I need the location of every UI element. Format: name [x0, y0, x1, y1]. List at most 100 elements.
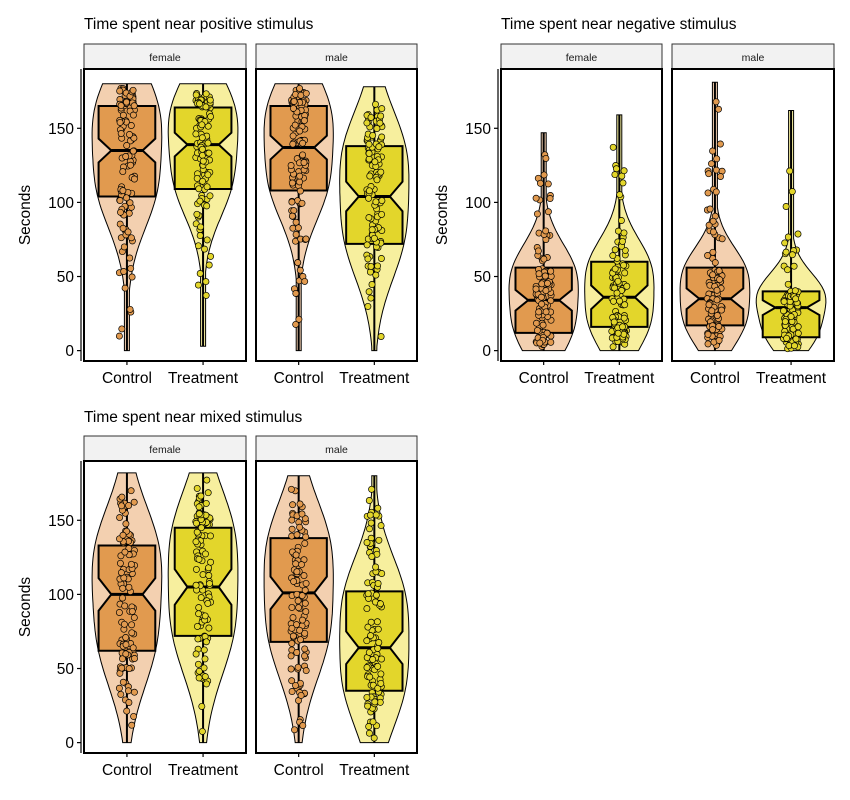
data-point — [367, 519, 375, 527]
data-point — [287, 652, 295, 660]
data-point — [199, 571, 207, 579]
data-point — [125, 699, 133, 706]
data-point — [204, 489, 212, 497]
data-point — [288, 639, 296, 647]
data-point — [206, 580, 213, 588]
data-point — [288, 179, 296, 187]
data-point — [287, 162, 295, 169]
data-point — [116, 514, 124, 522]
data-point — [131, 655, 138, 662]
notched-box — [269, 537, 328, 643]
data-point — [129, 86, 137, 94]
data-point — [203, 476, 211, 484]
facet-strip — [671, 43, 835, 70]
data-point — [375, 536, 383, 544]
group-treatment: Treatment — [339, 86, 410, 387]
data-point — [709, 248, 717, 256]
y-axis-label: Seconds — [434, 185, 451, 246]
data-point — [705, 170, 713, 178]
data-point — [293, 568, 301, 576]
data-point — [289, 614, 297, 622]
data-point — [610, 297, 617, 305]
data-point — [619, 179, 627, 187]
facet-male: male Control Treatment — [671, 43, 835, 387]
data-point — [118, 664, 126, 672]
data-point — [119, 168, 127, 176]
notched-box — [97, 544, 157, 652]
data-point — [298, 592, 306, 600]
data-point — [207, 252, 215, 260]
chart-panel: Time spent near mixed stimulus Seconds 0 50… — [17, 409, 418, 779]
data-point — [204, 139, 212, 147]
data-point — [292, 560, 300, 568]
data-point — [130, 688, 138, 696]
data-point — [117, 102, 125, 110]
data-point — [620, 314, 628, 322]
data-point — [124, 687, 132, 695]
data-point — [203, 202, 211, 210]
data-point — [368, 226, 376, 234]
data-point — [365, 648, 373, 656]
data-point — [371, 698, 379, 706]
data-point — [120, 268, 128, 275]
data-point — [126, 305, 134, 313]
data-point — [122, 153, 130, 160]
group-control: Control — [263, 475, 334, 779]
data-point — [196, 270, 204, 277]
data-point — [377, 670, 385, 678]
data-point — [117, 208, 124, 216]
data-point — [299, 151, 307, 159]
data-point — [542, 287, 550, 295]
data-point — [130, 614, 138, 622]
data-point — [302, 89, 310, 97]
data-point — [718, 235, 726, 243]
data-point — [533, 326, 541, 334]
facet-strip — [83, 43, 247, 70]
data-point — [193, 622, 201, 630]
data-point — [205, 572, 213, 579]
data-point — [369, 131, 377, 139]
data-point — [544, 208, 552, 216]
data-point — [375, 143, 383, 151]
data-point — [790, 262, 798, 270]
data-point — [197, 223, 205, 231]
data-point — [612, 165, 620, 173]
data-point — [538, 280, 546, 288]
y-tick-label: 0 — [65, 735, 74, 752]
data-point — [201, 655, 209, 663]
data-point — [123, 194, 130, 202]
data-point — [370, 234, 378, 242]
data-point — [125, 583, 133, 591]
data-point — [781, 318, 789, 326]
data-point — [291, 121, 299, 129]
data-point — [537, 293, 545, 301]
data-point — [535, 308, 543, 316]
y-tick-label: 100 — [465, 195, 491, 212]
data-point — [193, 484, 201, 492]
data-point — [373, 125, 381, 132]
data-point — [363, 693, 371, 701]
data-point — [378, 133, 386, 141]
data-point — [292, 289, 300, 297]
data-point — [296, 523, 304, 531]
data-point — [364, 702, 372, 710]
data-point — [547, 338, 555, 346]
data-point — [198, 134, 206, 142]
data-point — [718, 306, 725, 314]
data-point — [365, 149, 373, 157]
data-point — [377, 168, 385, 176]
data-point — [122, 634, 130, 641]
data-point — [621, 269, 629, 277]
facet-male: male Control Treatment — [255, 435, 418, 779]
x-tick-label: Treatment — [168, 370, 239, 387]
data-point — [195, 510, 203, 518]
data-point — [299, 139, 307, 147]
data-point — [302, 533, 310, 541]
data-point — [196, 100, 203, 108]
data-point — [118, 502, 125, 510]
y-tick-label: 100 — [48, 587, 74, 604]
data-point — [368, 553, 376, 561]
facet-panel-border — [500, 68, 663, 362]
data-point — [125, 502, 133, 509]
data-point — [201, 245, 208, 253]
